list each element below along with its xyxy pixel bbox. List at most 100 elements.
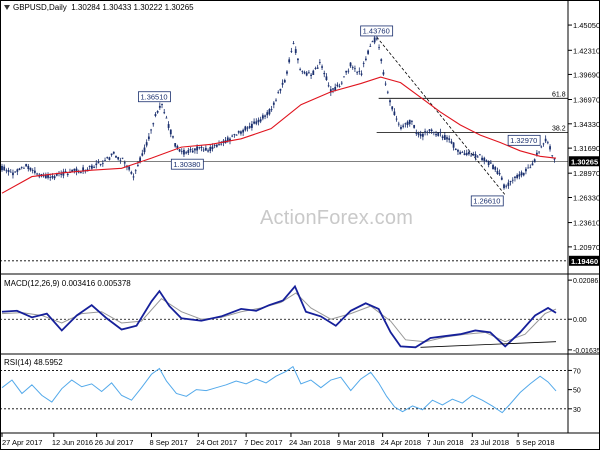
candle-body [522, 172, 525, 176]
candle-body [382, 72, 385, 75]
candle-body [121, 157, 124, 159]
candle-body [531, 163, 534, 166]
rsi-tick-label: 30 [573, 407, 581, 414]
candle-body [334, 86, 337, 91]
candle-body [452, 142, 455, 148]
candle-body [156, 111, 159, 113]
price-tick-label: 1.36970 [573, 95, 600, 104]
candle-body [474, 153, 477, 158]
candle-body [44, 174, 47, 179]
candle-body [55, 173, 58, 176]
candle-body [316, 67, 319, 69]
candle-body [389, 100, 391, 103]
candle-body [75, 168, 78, 172]
candle-body [411, 121, 413, 122]
candle-body [229, 138, 231, 141]
candle-body [31, 170, 34, 171]
candle-body [62, 171, 65, 176]
candle-body [538, 151, 540, 153]
fib-level-label: 38.2 [552, 125, 566, 132]
candle-body [283, 80, 286, 83]
candle-body [49, 177, 52, 178]
candle-body [321, 66, 323, 68]
candle-body [424, 131, 426, 133]
candle-body [235, 134, 238, 136]
price-annotation-box [360, 25, 394, 37]
candle-body [161, 104, 163, 105]
candle-body [525, 168, 527, 172]
price-tick-label: 1.34330 [573, 120, 600, 129]
price-annotation-label: 1.30380 [173, 160, 200, 169]
candle-body [248, 126, 251, 128]
candle-body [189, 149, 192, 151]
candle-body [277, 92, 280, 94]
candle-body [470, 155, 473, 157]
candle-body [9, 171, 12, 173]
candle-body [165, 117, 168, 119]
candle-body [185, 152, 188, 154]
candle-body [362, 63, 365, 64]
macd-title: MACD(12,26,9) 0.003416 0.005378 [4, 279, 131, 288]
candle-body [237, 131, 240, 133]
candle-body [115, 155, 117, 158]
candle-body [119, 160, 122, 162]
candle-body [301, 71, 304, 73]
candle-body [520, 172, 523, 176]
candle-body [476, 156, 479, 158]
retracement-dashed-line [376, 36, 506, 196]
price-tick-label: 1.28970 [573, 169, 600, 178]
candle-body [408, 119, 411, 125]
candle-body [259, 119, 262, 122]
candle-body [290, 50, 293, 52]
candle-body [371, 41, 374, 43]
candle-body [60, 173, 63, 175]
candle-body [215, 144, 218, 147]
candle-body [415, 133, 418, 134]
candle-body [240, 131, 242, 134]
main-title: GBPUSD,Daily 1.30284 1.30433 1.30222 1.3… [4, 3, 194, 12]
candle-body [145, 142, 148, 146]
candle-body [459, 152, 462, 155]
candle-body [478, 154, 481, 156]
candle-body [514, 176, 516, 178]
candle-body [404, 123, 407, 125]
candle-body [373, 37, 376, 43]
candle-body [487, 161, 490, 165]
candle-body [494, 167, 497, 170]
candle-body [314, 68, 317, 69]
candle-body [465, 152, 468, 155]
candle-body [443, 135, 446, 140]
candle-body [492, 165, 494, 170]
price-tick-label: 1.42310 [573, 46, 600, 55]
candle-body [137, 164, 139, 166]
candle-body [108, 157, 111, 160]
candle-body [200, 146, 203, 148]
candle-body [174, 143, 177, 147]
candle-body [472, 153, 475, 156]
candle-body [29, 167, 32, 171]
price-tick-label: 1.45050 [573, 21, 600, 30]
candle-body [375, 38, 378, 40]
candle-body [42, 175, 45, 177]
candle-body [498, 173, 501, 175]
candle-body [439, 131, 442, 133]
candle-body [527, 167, 530, 169]
candle-body [167, 124, 170, 128]
time-tick-label: 5 Sep 2018 [516, 438, 554, 447]
time-tick-label: 27 Apr 2017 [2, 438, 42, 447]
candle-body [82, 167, 85, 172]
price-annotation-box [170, 158, 204, 170]
candle-body [358, 71, 361, 72]
candle-body [272, 102, 275, 105]
candle-body [308, 72, 310, 74]
candle-body [393, 111, 396, 116]
time-tick-label: 26 Jul 2017 [95, 438, 134, 447]
candle-body [51, 175, 54, 178]
candle-body [207, 150, 209, 152]
candle-body [446, 137, 448, 140]
candle-body [310, 74, 312, 76]
candle-body [77, 172, 80, 174]
candle-body [264, 115, 266, 117]
candle-body [270, 109, 273, 111]
